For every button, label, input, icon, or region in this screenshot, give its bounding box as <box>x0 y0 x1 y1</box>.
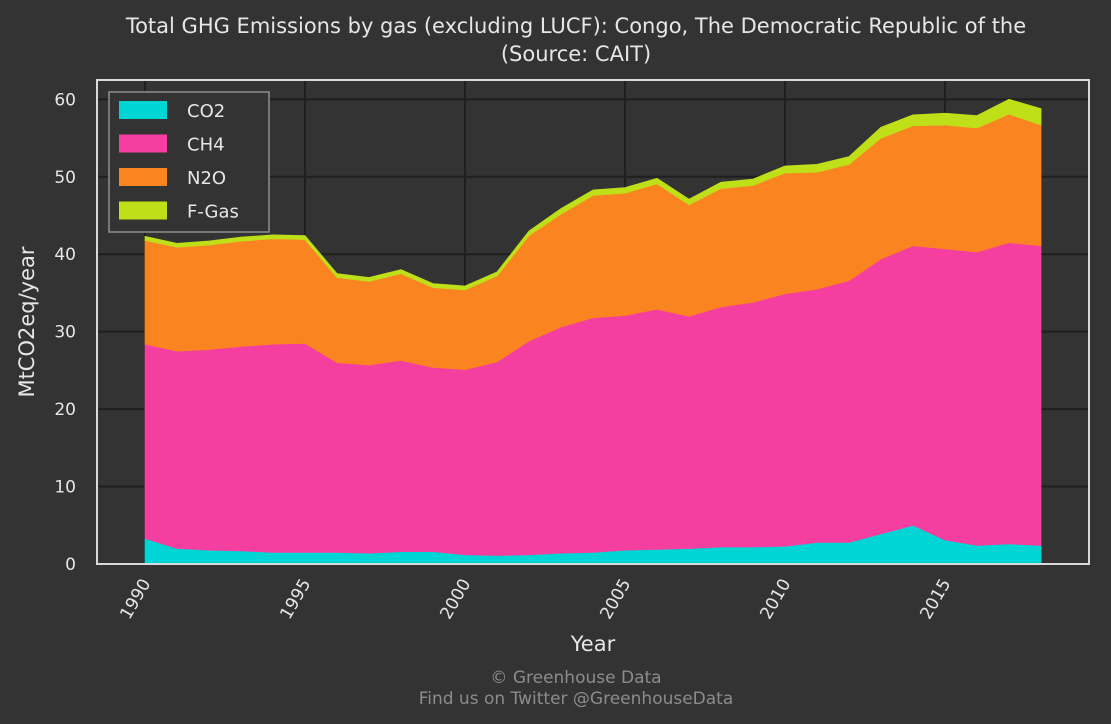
x-axis-ticks: 1990 1995 2000 2005 2010 2015 <box>116 576 955 623</box>
x-tick-label: 2000 <box>436 576 475 623</box>
plot-frame <box>96 79 1090 565</box>
y-tick-label: 20 <box>54 400 76 420</box>
x-tick-label: 2010 <box>756 576 795 623</box>
y-tick-label: 50 <box>54 168 76 188</box>
y-tick-label: 40 <box>54 245 76 265</box>
legend-swatch-f-gas <box>119 201 167 220</box>
area-series <box>144 98 1042 565</box>
x-axis-label: Year <box>570 632 616 656</box>
x-tick-label: 2005 <box>596 576 635 623</box>
x-tick-label: 2015 <box>916 576 955 623</box>
chart-subtitle: (Source: CAIT) <box>501 42 651 66</box>
legend-swatch-n2o <box>119 168 167 186</box>
x-tick-label: 1995 <box>276 576 315 623</box>
area-f-gas <box>144 98 1042 291</box>
y-tick-label: 10 <box>54 478 76 498</box>
legend-label: CO2 <box>187 101 225 122</box>
y-axis-label: MtCO2eq/year <box>15 246 39 397</box>
legend-label: CH4 <box>187 135 225 156</box>
y-tick-label: 60 <box>54 90 76 110</box>
footer-credit: © Greenhouse Data <box>490 668 661 688</box>
y-axis-ticks: 0 10 20 30 40 50 60 <box>54 90 76 575</box>
legend-swatch-co2 <box>119 101 167 119</box>
chart-title: Total GHG Emissions by gas (excluding LU… <box>125 14 1026 38</box>
legend: CO2 CH4 N2O F-Gas <box>108 91 270 233</box>
legend-swatch-ch4 <box>119 134 167 153</box>
y-tick-label: 30 <box>54 323 76 343</box>
x-tick-label: 1990 <box>116 576 155 623</box>
legend-label: N2O <box>187 168 226 189</box>
legend-label: F-Gas <box>187 202 239 223</box>
footer-twitter: Find us on Twitter @GreenhouseData <box>419 689 734 709</box>
y-tick-label: 0 <box>65 555 76 575</box>
